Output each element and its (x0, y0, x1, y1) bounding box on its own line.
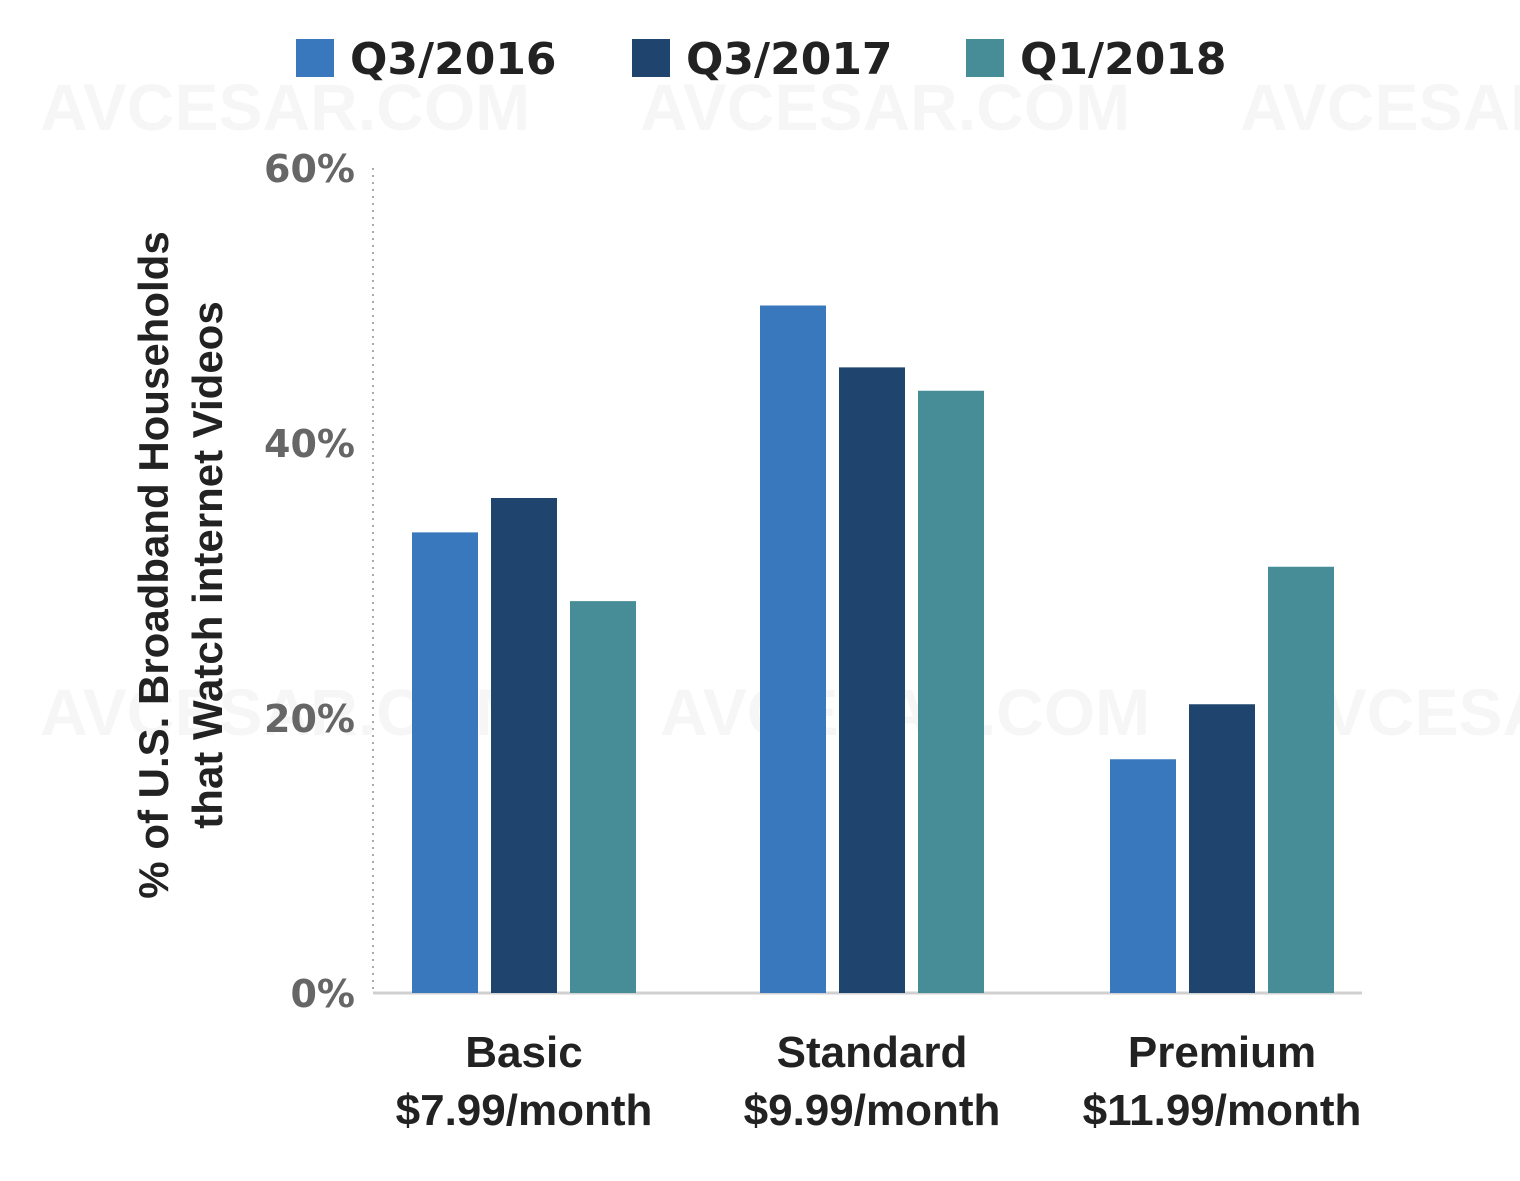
watermark-text: AVCESAR.COM (1240, 70, 1520, 144)
x-axis-category-labels: Basic $7.99/month Standard $9.99/month Premi… (396, 1028, 1362, 1135)
y-axis-title-line: that Watch internet Videos (184, 301, 231, 828)
bar-Q3-2017-standard (839, 367, 905, 993)
bar-Q3-2016-premium (1110, 759, 1176, 993)
bar-Q3-2017-premium (1189, 704, 1255, 993)
legend-swatch (296, 39, 334, 77)
bar-Q1-2018-basic (570, 601, 636, 993)
y-tick-label: 0% (290, 972, 355, 1016)
bar-Q1-2018-standard (918, 390, 984, 993)
legend-label: Q3/2017 (686, 34, 893, 85)
bar-Q3-2016-standard (760, 305, 826, 993)
legend-label: Q1/2018 (1020, 34, 1227, 85)
bar-Q3-2017-basic (491, 498, 557, 993)
x-category-label: Basic (465, 1028, 582, 1077)
y-tick-label: 20% (264, 697, 355, 741)
x-category-label: $9.99/month (744, 1086, 1001, 1135)
y-axis-title: % of U.S. Broadband Households that Watch… (130, 231, 231, 898)
legend-swatch (632, 39, 670, 77)
y-axis-title-line: % of U.S. Broadband Households (130, 231, 177, 898)
bar-Q1-2018-premium (1268, 566, 1334, 993)
x-category-label: $7.99/month (396, 1086, 653, 1135)
watermark-text: AVCESAR.COM (660, 675, 1150, 749)
legend: Q3/2016 Q3/2017 Q1/2018 (296, 34, 1227, 85)
y-tick-label: 40% (264, 422, 355, 466)
legend-label: Q3/2016 (350, 34, 557, 85)
bars (412, 305, 1334, 993)
x-category-label: $11.99/month (1083, 1086, 1362, 1135)
x-category-label: Standard (777, 1028, 968, 1077)
legend-swatch (966, 39, 1004, 77)
bar-Q3-2016-basic (412, 532, 478, 993)
x-category-label: Premium (1128, 1028, 1316, 1077)
y-tick-label: 60% (264, 147, 355, 191)
